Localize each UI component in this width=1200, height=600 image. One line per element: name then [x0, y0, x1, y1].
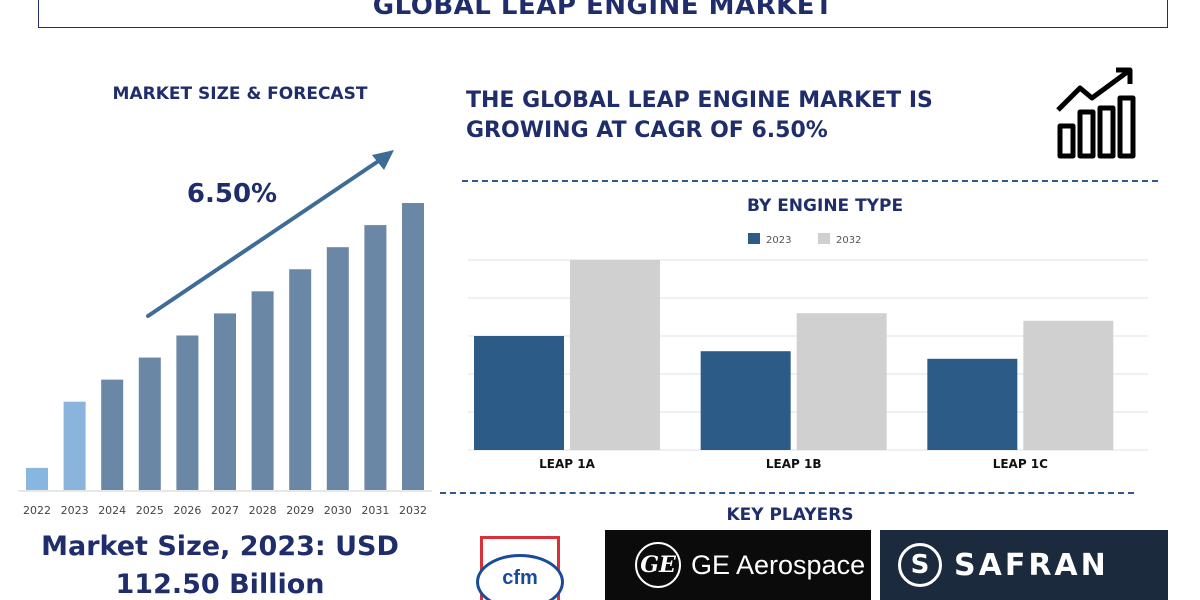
forecast-bar-2024: [101, 379, 124, 490]
legend-label-2023: 2023: [766, 235, 791, 246]
legend-swatch-2023: [748, 233, 760, 244]
engine-bar-leap-1c-2023: [927, 358, 1018, 450]
forecast-subtitle: MARKET SIZE & FORECAST: [112, 84, 368, 104]
forecast-bar-2027: [214, 313, 236, 490]
forecast-bar-2023: [63, 401, 86, 490]
engine-bar-leap-1a-2023: [474, 336, 564, 450]
ge-monogram-icon: GE: [635, 542, 681, 588]
engine-category-label: LEAP 1A: [539, 457, 595, 471]
forecast-bar-2030: [326, 247, 349, 490]
ge-wordmark: GE Aerospace: [691, 549, 866, 580]
engine-bar-leap-1c-2032: [1023, 320, 1114, 450]
cagr-label: 6.50%: [187, 179, 277, 209]
engine-type-title: BY ENGINE TYPE: [746, 196, 904, 216]
forecast-year-label: 2027: [211, 504, 239, 517]
safran-mark-icon: S: [898, 543, 942, 587]
forecast-year-label: 2029: [286, 504, 314, 517]
forecast-year-label: 2032: [399, 504, 427, 517]
forecast-bar-2029: [289, 269, 312, 490]
divider-top: [462, 180, 1158, 182]
forecast-year-label: 2028: [249, 504, 277, 517]
engine-category-label: LEAP 1C: [993, 457, 1048, 471]
safran-wordmark: SAFRAN: [954, 547, 1109, 583]
divider-bottom: [440, 492, 1134, 494]
trend-arrow-head: [372, 150, 394, 170]
page-title: GLOBAL LEAP ENGINE MARKET: [372, 0, 834, 21]
forecast-year-label: 2031: [361, 504, 389, 517]
engine-bar-leap-1a-2032: [570, 260, 660, 450]
forecast-chart: 2022 2023 2024 2025 2026 2027 2028 2029 2030 2031…: [18, 150, 432, 517]
forecast-year-label: 2024: [98, 504, 126, 517]
forecast-bar-2025: [138, 357, 161, 490]
growth-chart-icon: [1056, 67, 1136, 159]
legend-label-2032: 2032: [836, 235, 861, 246]
forecast-bar-2026: [176, 335, 199, 490]
market-size-text: Market Size, 2023: USD 112.50 Billion: [41, 531, 399, 600]
cagr-headline: THE GLOBAL LEAP ENGINE MARKET IS GROWING…: [466, 88, 933, 143]
forecast-bar-2032: [402, 203, 424, 490]
forecast-year-label: 2025: [136, 504, 164, 517]
engine-bar-leap-1b-2032: [796, 313, 887, 450]
legend-swatch-2032: [818, 233, 830, 244]
forecast-bar-2031: [364, 225, 387, 490]
forecast-year-label: 2022: [23, 504, 51, 517]
ge-aerospace-logo: GE GE Aerospace: [605, 530, 871, 600]
trend-arrow: [146, 158, 382, 318]
cfm-oval: cfm: [476, 554, 564, 600]
key-players-title: KEY PLAYERS: [726, 505, 854, 525]
forecast-year-label: 2030: [324, 504, 352, 517]
forecast-bar-2022: [26, 467, 48, 490]
engine-category-label: LEAP 1B: [766, 457, 822, 471]
engine-bar-leap-1b-2023: [700, 351, 791, 450]
safran-logo: S SAFRAN: [880, 530, 1168, 600]
engine-type-chart: 2023 2032 LEAP 1A LEAP 1B LEAP 1C: [468, 233, 1148, 471]
title-banner: GLOBAL LEAP ENGINE MARKET: [38, 0, 1168, 28]
forecast-year-label: 2026: [173, 504, 201, 517]
cfm-logo: cfm: [470, 534, 570, 600]
forecast-year-label: 2023: [61, 504, 89, 517]
forecast-bar-2028: [251, 291, 274, 490]
cfm-wordmark: cfm: [502, 567, 538, 589]
